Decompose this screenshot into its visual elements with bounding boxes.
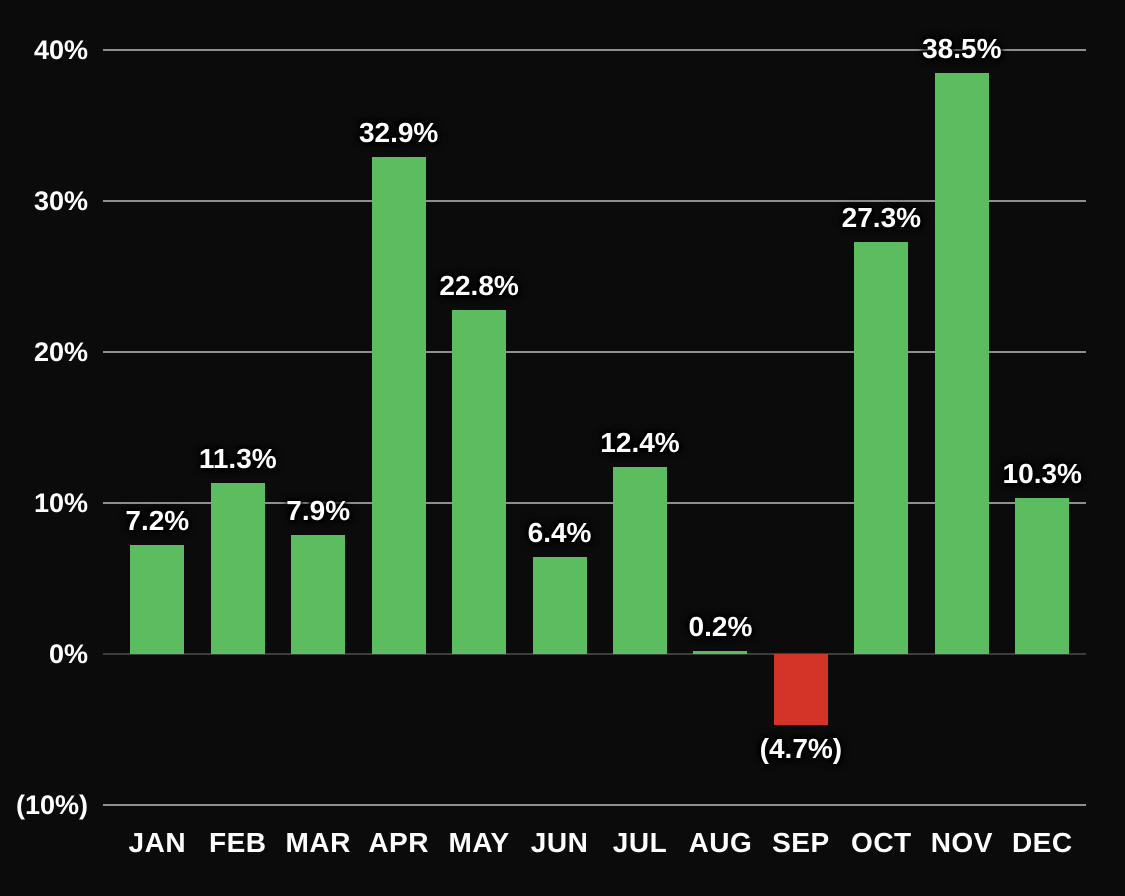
bar-oct: [854, 241, 909, 654]
bar-may: [452, 309, 507, 654]
bar-aug: [693, 650, 748, 654]
bar-value-label-dec: 10.3%: [1002, 458, 1082, 490]
bar-jan: [130, 545, 185, 654]
y-tick-label-10pct: 10%: [33, 488, 88, 518]
x-tick-label-sep: SEP: [772, 827, 830, 858]
gridline-30pct: [103, 200, 1086, 202]
gridline-10pct: [103, 502, 1086, 504]
x-tick-label-oct: OCT: [851, 827, 912, 858]
x-tick-label-jan: JAN: [128, 827, 187, 858]
y-tick-label-40pct: 40%: [33, 35, 88, 65]
bar-value-label-may: 22.8%: [439, 269, 519, 301]
x-tick-label-jun: JUN: [530, 827, 589, 858]
bar-dec: [1015, 498, 1070, 654]
bar-value-label-feb: 11.3%: [198, 443, 277, 475]
bar-value-label-oct: 27.3%: [841, 201, 922, 233]
bar-value-label-nov: 38.5%: [922, 32, 1002, 64]
x-tick-label-apr: APR: [368, 827, 429, 858]
bar-apr: [371, 157, 426, 654]
bar-nov: [934, 72, 989, 654]
x-tick-label-may: MAY: [448, 827, 510, 858]
bar-jun: [532, 557, 587, 654]
y-tick-label-10pct: (10%): [15, 790, 88, 820]
y-tick-label-20pct: 20%: [33, 337, 88, 367]
x-tick-label-dec: DEC: [1011, 827, 1073, 858]
x-tick-label-jul: JUL: [612, 827, 668, 858]
bar-value-label-apr: 32.9%: [358, 117, 439, 149]
bar-value-label-aug: 0.2%: [688, 610, 753, 642]
gridline-40pct: [103, 49, 1086, 51]
bar-value-label-jun: 6.4%: [527, 517, 592, 549]
y-tick-label-0pct: 0%: [48, 639, 88, 669]
bar-value-label-sep: (4.7%): [759, 732, 843, 764]
gridline-10pct: [103, 804, 1086, 806]
gridline-0pct: [103, 653, 1086, 655]
bar-value-label-jul: 12.4%: [600, 426, 680, 458]
bar-value-label-mar: 7.9%: [286, 494, 351, 526]
bar-jul: [613, 466, 667, 654]
y-tick-label-30pct: 30%: [33, 186, 88, 216]
gridline-20pct: [103, 351, 1086, 353]
bar-value-label-jan: 7.2%: [125, 505, 190, 537]
x-tick-label-mar: MAR: [285, 827, 351, 858]
x-tick-label-feb: FEB: [209, 827, 267, 858]
x-tick-label-aug: AUG: [688, 827, 753, 858]
bar-feb: [210, 483, 265, 654]
x-tick-label-nov: NOV: [930, 827, 993, 858]
bar-mar: [291, 534, 346, 654]
bar-sep: [773, 654, 828, 725]
